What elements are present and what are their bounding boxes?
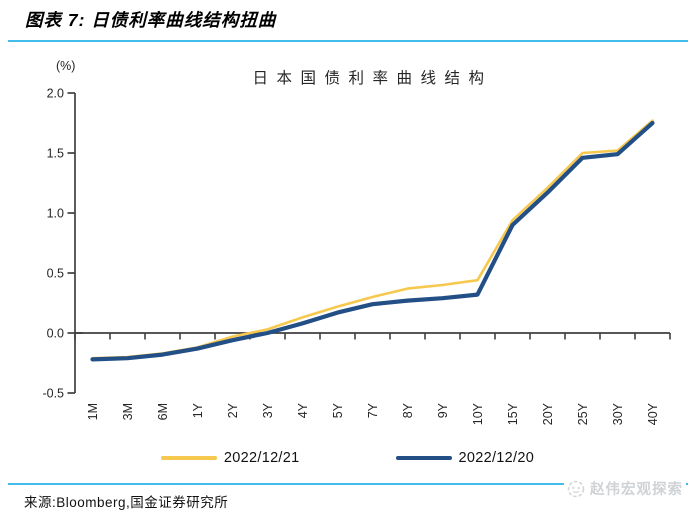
legend-line-swatch-yellow bbox=[160, 456, 217, 460]
x-axis-tick-label: 9Y bbox=[436, 402, 450, 418]
x-axis-tick-label: 1M bbox=[86, 403, 100, 420]
x-axis-tick-label: 3Y bbox=[261, 402, 275, 418]
y-axis-tick-label: 0.5 bbox=[47, 266, 64, 280]
legend-line-swatch-blue bbox=[395, 456, 452, 460]
legend-item-2022-12-21: 2022/12/21 bbox=[160, 450, 300, 466]
x-axis-tick-label: 40Y bbox=[646, 402, 660, 425]
y-axis-tick-label: 1.0 bbox=[47, 206, 64, 220]
x-axis-tick-label: 3M bbox=[121, 403, 135, 420]
x-axis-tick-label: 25Y bbox=[576, 402, 590, 425]
yield-curve-chart: 2.0 1.5 1.0 0.5 0.0 -0.5 1M 3M 6M 1Y 2Y 3Y 4Y 5Y 7Y 8Y 9… bbox=[42, 86, 671, 425]
brand-logo-icon bbox=[567, 480, 585, 497]
x-axis-tick-label: 4Y bbox=[296, 402, 310, 418]
legend-label: 2022/12/21 bbox=[223, 450, 300, 466]
footer-divider-line bbox=[8, 483, 688, 485]
x-axis-tick-label: 30Y bbox=[611, 402, 625, 425]
series-line-2022-12-20 bbox=[90, 120, 655, 362]
figure-title: 图表 7: 日债利率曲线结构扭曲 bbox=[25, 10, 277, 30]
x-axis-tick-label: 20Y bbox=[541, 402, 555, 425]
legend-label: 2022/12/20 bbox=[458, 450, 535, 466]
x-axis-tick-label: 1Y bbox=[191, 402, 205, 418]
x-axis-tick-label: 15Y bbox=[506, 402, 520, 425]
watermark-text: 赵伟宏观探索 bbox=[590, 482, 683, 498]
y-axis-tick-label: -0.5 bbox=[42, 386, 64, 400]
y-axis-unit-label: (%) bbox=[56, 59, 76, 73]
x-axis-tick-label: 10Y bbox=[471, 402, 485, 425]
chart-title: 日本国债利率曲线结构 bbox=[252, 70, 493, 87]
x-axis-tick-label: 7Y bbox=[366, 402, 380, 418]
x-axis-tick-label: 8Y bbox=[401, 402, 415, 418]
chart-legend: 2022/12/21 2022/12/20 bbox=[0, 447, 695, 469]
legend-item-2022-12-20: 2022/12/20 bbox=[395, 450, 535, 466]
y-axis-tick-label: 1.5 bbox=[47, 146, 64, 160]
x-axis-tick-label: 2Y bbox=[226, 402, 240, 418]
x-axis-tick-label: 6M bbox=[156, 403, 170, 420]
brand-watermark: 赵伟宏观探索 bbox=[564, 477, 686, 500]
series-line-2022-12-21 bbox=[91, 119, 654, 360]
y-axis-tick-label: 2.0 bbox=[47, 86, 64, 100]
title-divider-line bbox=[8, 40, 688, 42]
x-axis-tick-label: 5Y bbox=[331, 402, 345, 418]
source-note: 来源:Bloomberg,国金证券研究所 bbox=[24, 495, 229, 510]
y-axis-tick-label: 0.0 bbox=[47, 326, 64, 340]
